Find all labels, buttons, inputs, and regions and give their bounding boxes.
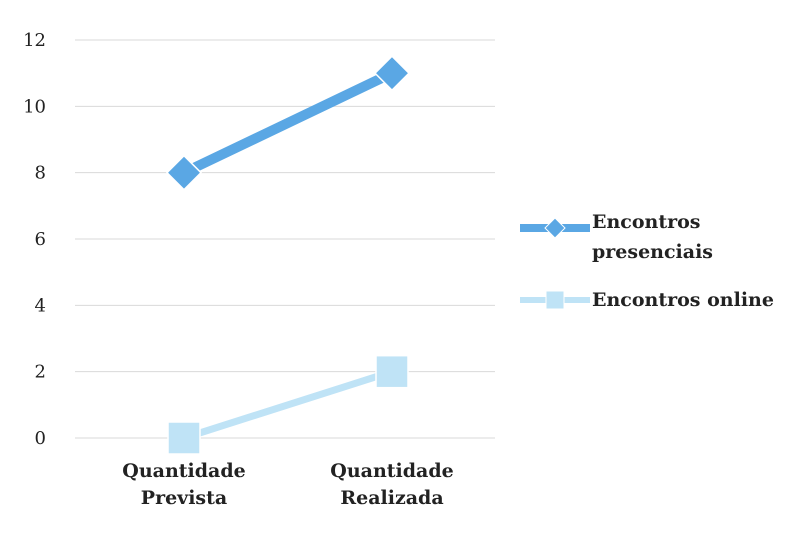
legend-square-marker [545, 290, 565, 310]
series-line [179, 68, 397, 178]
diamond-marker [165, 154, 203, 191]
legend: Encontros presenciais Encontros online [520, 211, 774, 311]
x-axis-ticks: Quantidade Prevista Quantidade Realizada [122, 460, 453, 509]
y-tick-label: 8 [35, 163, 46, 184]
square-marker [375, 354, 409, 389]
series-lines [165, 55, 411, 455]
y-tick-label: 2 [35, 362, 46, 383]
legend-label: Encontros presenciais [592, 211, 713, 263]
x-tick-label: Quantidade Prevista [122, 460, 245, 509]
gridlines [75, 39, 495, 439]
square-marker [167, 421, 201, 455]
y-tick-label: 12 [23, 30, 46, 51]
series-encontros-presenciais [165, 55, 411, 191]
y-axis-ticks: 0 2 4 6 8 10 12 [23, 30, 46, 449]
x-tick-label: Quantidade Realizada [330, 460, 453, 509]
y-tick-label: 0 [35, 428, 46, 449]
series-encontros-online [167, 354, 409, 455]
series-line [180, 368, 396, 442]
y-tick-label: 4 [35, 295, 46, 316]
diamond-marker [373, 55, 411, 92]
legend-diamond-marker [544, 217, 566, 239]
legend-label: Encontros online [592, 289, 774, 311]
legend-item-presenciais: Encontros presenciais [520, 211, 713, 263]
y-tick-label: 10 [23, 96, 46, 117]
legend-item-online: Encontros online [520, 289, 774, 311]
y-tick-label: 6 [35, 229, 46, 250]
